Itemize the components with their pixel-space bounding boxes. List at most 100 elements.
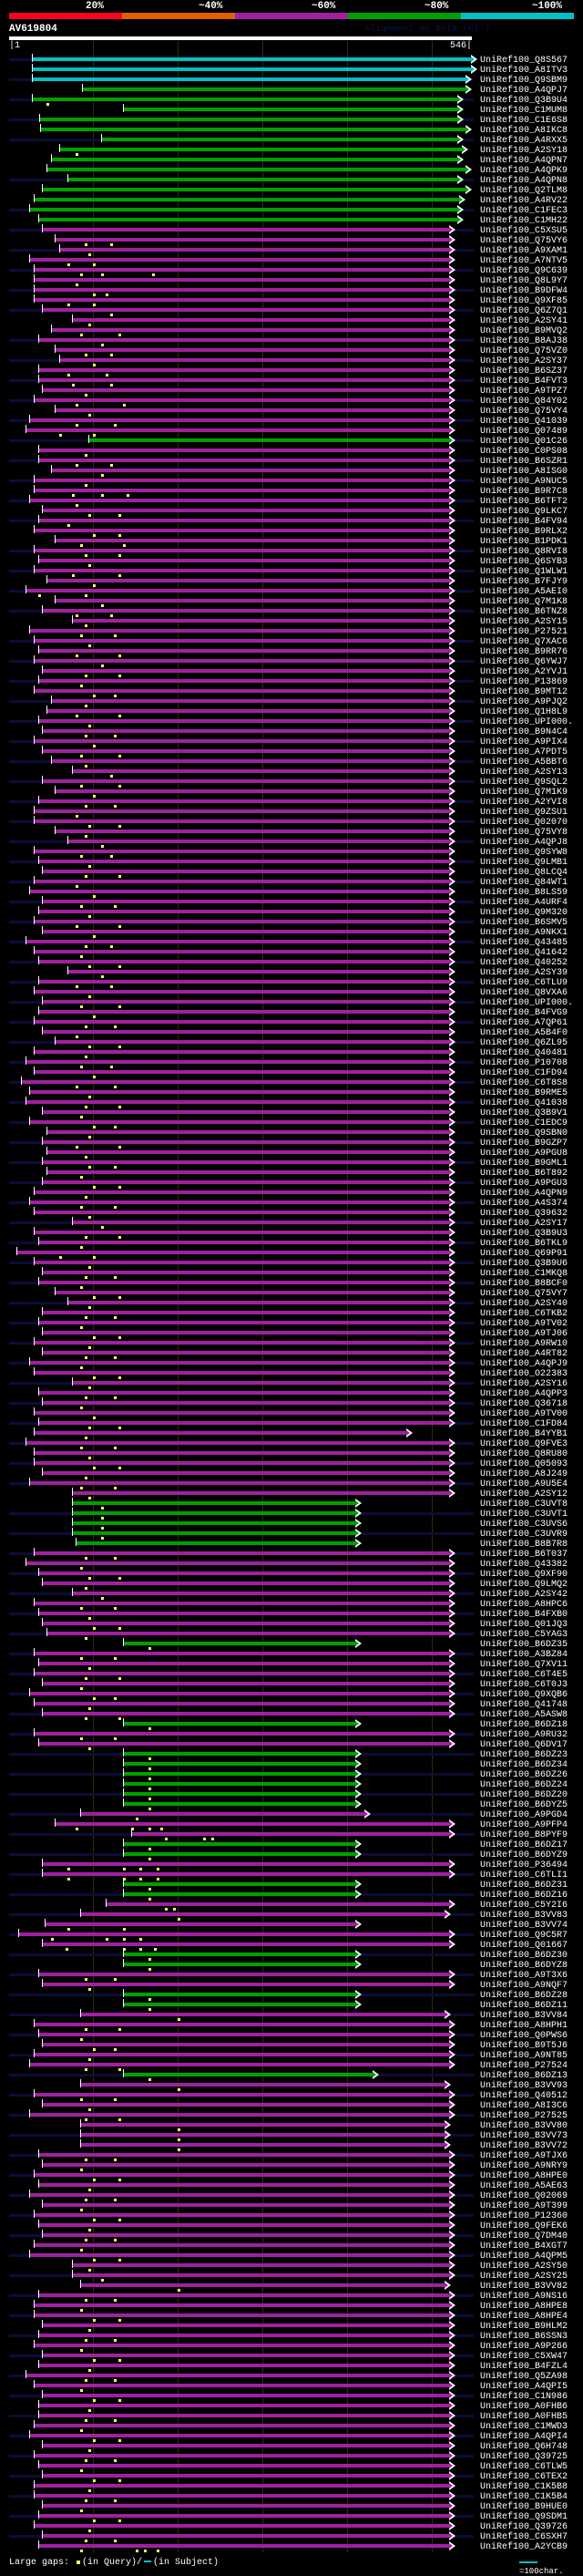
alignment-row[interactable]: UniRef100_C0PS08 [0, 445, 583, 457]
alignment-row[interactable]: UniRef100_Q9LMQ2 [0, 1578, 583, 1590]
hit-bar[interactable] [37, 2414, 449, 2417]
hit-label[interactable]: UniRef100_B9MT12 [480, 687, 568, 697]
hit-label[interactable]: UniRef100_A2YCB9 [480, 2542, 568, 2552]
hit-bar[interactable] [37, 2153, 449, 2157]
hit-bar[interactable] [21, 1080, 449, 1084]
alignment-row[interactable]: UniRef100_A9NS16 [0, 2290, 583, 2302]
alignment-row[interactable]: UniRef100_C3UVT1 [0, 1508, 583, 1520]
alignment-row[interactable]: UniRef100_A4RV22 [0, 194, 583, 206]
hit-label[interactable]: UniRef100_Q39632 [480, 1209, 568, 1219]
alignment-row[interactable]: UniRef100_B6SSN3 [0, 2330, 583, 2342]
hit-bar[interactable] [33, 1672, 449, 1675]
hit-bar[interactable] [25, 1060, 449, 1064]
alignment-row[interactable]: UniRef100_C1K5B4 [0, 2490, 583, 2502]
hit-label[interactable]: UniRef100_A0FHB5 [480, 2412, 568, 2422]
hit-bar[interactable] [58, 248, 449, 252]
hit-label[interactable]: UniRef100_Q05093 [480, 1459, 568, 1469]
alignment-row[interactable]: UniRef100_A5AEI0 [0, 585, 583, 597]
alignment-row[interactable]: UniRef100_Q6ZL95 [0, 1036, 583, 1048]
hit-bar[interactable] [42, 729, 449, 733]
hit-bar[interactable] [55, 238, 449, 242]
hit-label[interactable]: UniRef100_A5AEI0 [480, 587, 568, 597]
alignment-row[interactable]: UniRef100_B6DZ20 [0, 1788, 583, 1800]
alignment-row[interactable]: UniRef100_Q01C26 [0, 435, 583, 447]
hit-label[interactable]: UniRef100_A9U5E4 [480, 1479, 568, 1489]
alignment-row[interactable]: UniRef100_Q3B9U4 [0, 94, 583, 106]
alignment-row[interactable]: UniRef100_B6DZ34 [0, 1758, 583, 1770]
hit-bar[interactable] [71, 1501, 356, 1505]
hit-bar[interactable] [37, 960, 449, 963]
alignment-row[interactable]: UniRef100_B6DZ35 [0, 1638, 583, 1650]
hit-label[interactable]: UniRef100_A2SY13 [480, 768, 568, 778]
hit-label[interactable]: UniRef100_B6SSN3 [480, 2332, 568, 2342]
hit-bar[interactable] [58, 148, 462, 151]
alignment-row[interactable]: UniRef100_A9RW10 [0, 1337, 583, 1349]
alignment-row[interactable]: UniRef100_Q7XAC6 [0, 635, 583, 647]
hit-label[interactable]: UniRef100_A9PGU8 [480, 1149, 568, 1159]
hit-bar[interactable] [33, 268, 449, 272]
hit-label[interactable]: UniRef100_Q75VY7 [480, 1289, 568, 1299]
hit-label[interactable]: UniRef100_C6T0J3 [480, 1680, 568, 1690]
alignment-row[interactable]: UniRef100_A2SY18 [0, 144, 583, 156]
alignment-row[interactable]: UniRef100_P13869 [0, 675, 583, 687]
alignment-row[interactable]: UniRef100_Q36718 [0, 1397, 583, 1409]
hit-label[interactable]: UniRef100_B6DZ31 [480, 1880, 568, 1891]
alignment-row[interactable]: UniRef100_A8IKC8 [0, 124, 583, 136]
hit-label[interactable]: UniRef100_B6DYZ5 [480, 1800, 568, 1810]
hit-bar[interactable] [33, 1652, 449, 1655]
hit-bar[interactable] [50, 328, 449, 332]
hit-label[interactable]: UniRef100_C1MH22 [480, 216, 568, 226]
hit-bar[interactable] [25, 2374, 449, 2377]
hit-label[interactable]: UniRef100_UPI000. [480, 998, 574, 1008]
alignment-row[interactable]: UniRef100_A0FHB6 [0, 2400, 583, 2412]
hit-bar[interactable] [29, 1090, 449, 1094]
hit-bar[interactable] [37, 218, 457, 222]
hit-bar[interactable] [33, 288, 449, 292]
alignment-row[interactable]: UniRef100_A8HPE8 [0, 2300, 583, 2312]
hit-bar[interactable] [37, 2544, 449, 2548]
alignment-row[interactable]: UniRef100_Q1WLW1 [0, 565, 583, 577]
hit-label[interactable]: UniRef100_B8BCF0 [480, 1279, 568, 1289]
hit-label[interactable]: UniRef100_Q3B9U4 [480, 96, 568, 106]
hit-bar[interactable] [80, 2283, 445, 2287]
alignment-row[interactable]: UniRef100_C1FD94 [0, 1066, 583, 1078]
hit-label[interactable]: UniRef100_B3VV93 [480, 2081, 568, 2091]
hit-label[interactable]: UniRef100_B6TFT2 [480, 497, 568, 507]
hit-label[interactable]: UniRef100_B6DZ28 [480, 1991, 568, 2001]
hit-bar[interactable] [37, 799, 449, 803]
alignment-row[interactable]: UniRef100_A8J249 [0, 1468, 583, 1479]
alignment-row[interactable]: UniRef100_C1MWD3 [0, 2420, 583, 2432]
hit-label[interactable]: UniRef100_Q41642 [480, 948, 568, 958]
hit-bar[interactable] [29, 2193, 449, 2197]
hit-label[interactable]: UniRef100_Q2TLM8 [480, 186, 568, 196]
hit-label[interactable]: UniRef100_Q40512 [480, 2091, 568, 2101]
alignment-row[interactable]: UniRef100_Q6DV17 [0, 1738, 583, 1750]
alignment-row[interactable]: UniRef100_UPI000. [0, 996, 583, 1008]
alignment-row[interactable]: UniRef100_B3VV80 [0, 2119, 583, 2131]
hit-bar[interactable] [42, 2354, 449, 2357]
hit-label[interactable]: UniRef100_B6DZ35 [480, 1640, 568, 1650]
hit-bar[interactable] [122, 1802, 356, 1806]
alignment-row[interactable]: UniRef100_P36494 [0, 1859, 583, 1870]
hit-bar[interactable] [29, 258, 449, 262]
hit-bar[interactable] [45, 1922, 356, 1926]
hit-bar[interactable] [122, 1792, 356, 1796]
alignment-row[interactable]: UniRef100_Q05093 [0, 1458, 583, 1469]
hit-label[interactable]: UniRef100_A5BBT6 [480, 757, 568, 768]
hit-bar[interactable] [55, 789, 449, 793]
hit-label[interactable]: UniRef100_B6DZ17 [480, 1840, 568, 1850]
alignment-row[interactable]: UniRef100_Q9XF90 [0, 1568, 583, 1580]
hit-label[interactable]: UniRef100_A4S374 [480, 1199, 568, 1209]
hit-bar[interactable] [33, 689, 449, 693]
hit-bar[interactable] [42, 1622, 449, 1625]
hit-label[interactable]: UniRef100_B4YYB1 [480, 1429, 568, 1439]
hit-label[interactable]: UniRef100_A8ITV3 [480, 66, 568, 76]
hit-bar[interactable] [33, 2243, 449, 2247]
alignment-row[interactable]: UniRef100_B3VV72 [0, 2139, 583, 2151]
hit-label[interactable]: UniRef100_A2YVJ1 [480, 667, 568, 677]
hit-bar[interactable] [37, 338, 449, 342]
hit-bar[interactable] [33, 2093, 449, 2097]
hit-label[interactable]: UniRef100_C1MWD3 [480, 2422, 568, 2432]
hit-label[interactable]: UniRef100_P27524 [480, 2061, 568, 2071]
hit-label[interactable]: UniRef100_Q84WT1 [480, 878, 568, 888]
